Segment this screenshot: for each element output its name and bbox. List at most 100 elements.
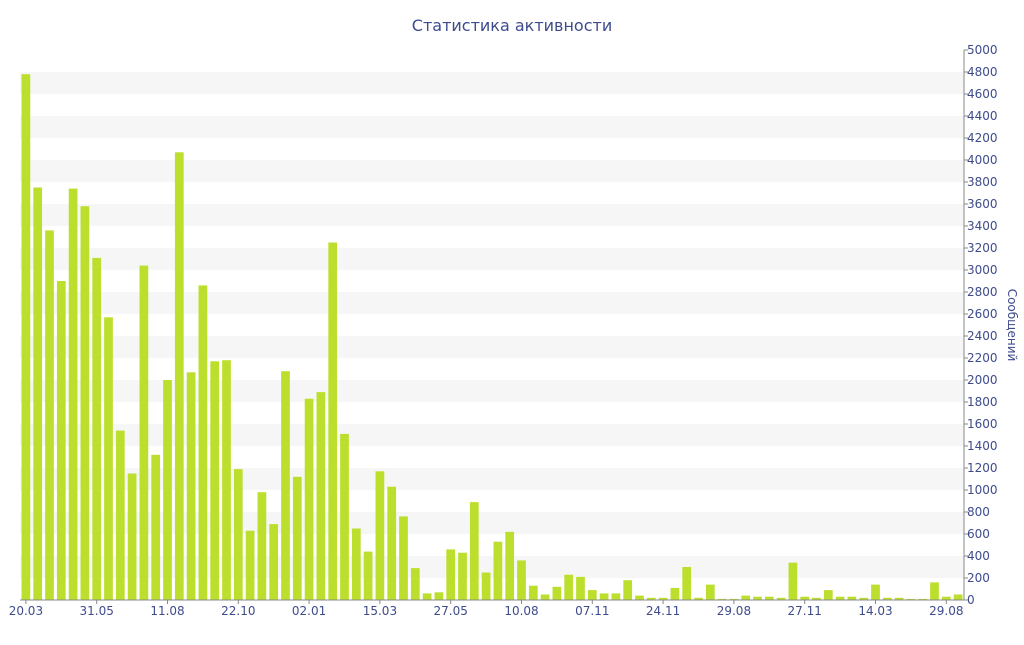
bar[interactable]: [599, 593, 609, 600]
bar[interactable]: [210, 361, 220, 600]
bar[interactable]: [92, 257, 102, 600]
bar[interactable]: [705, 584, 715, 600]
bar[interactable]: [56, 281, 66, 600]
x-tick-label: 29.08: [929, 604, 963, 618]
y-tick-label: 2800: [967, 285, 998, 299]
bar[interactable]: [918, 598, 928, 600]
bar[interactable]: [635, 595, 644, 600]
bar[interactable]: [198, 285, 208, 600]
bar[interactable]: [115, 430, 125, 600]
bar[interactable]: [186, 372, 196, 600]
bar[interactable]: [505, 531, 515, 600]
bar[interactable]: [292, 476, 302, 600]
bar[interactable]: [481, 572, 491, 601]
bar[interactable]: [174, 152, 184, 601]
bar[interactable]: [812, 597, 821, 600]
bar[interactable]: [139, 265, 149, 600]
bar[interactable]: [847, 596, 857, 600]
grid-band: [20, 292, 964, 314]
bar[interactable]: [222, 360, 231, 600]
bar[interactable]: [670, 587, 680, 600]
bar[interactable]: [410, 568, 420, 600]
y-axis: 0 200 400 600 800 1000 1200 1400 1600 1800 2000 220…: [963, 43, 998, 607]
bar[interactable]: [233, 469, 243, 600]
bar[interactable]: [823, 590, 833, 600]
bar[interactable]: [528, 585, 538, 600]
bar[interactable]: [753, 596, 762, 600]
bar[interactable]: [45, 230, 54, 600]
x-tick-label: 22.10: [221, 604, 255, 618]
bar[interactable]: [552, 586, 562, 600]
bar[interactable]: [894, 597, 904, 600]
bar[interactable]: [682, 567, 692, 600]
bar[interactable]: [694, 597, 703, 600]
bar[interactable]: [163, 380, 172, 600]
bar[interactable]: [340, 433, 349, 600]
bar[interactable]: [328, 242, 338, 601]
bar[interactable]: [517, 560, 526, 600]
bar[interactable]: [564, 574, 574, 600]
grid-bands: [20, 72, 964, 578]
y-tick-label: 2400: [967, 329, 998, 343]
bar[interactable]: [434, 592, 444, 600]
bar[interactable]: [21, 74, 31, 600]
bar[interactable]: [800, 596, 810, 600]
grid-band: [20, 512, 964, 534]
bar[interactable]: [469, 502, 479, 600]
bar[interactable]: [104, 317, 113, 600]
y-tick-label: 1600: [967, 417, 998, 431]
bar[interactable]: [623, 580, 633, 600]
bar[interactable]: [422, 593, 432, 600]
bar[interactable]: [351, 528, 361, 601]
bar[interactable]: [906, 598, 916, 600]
bar[interactable]: [304, 398, 314, 600]
grid-band: [20, 336, 964, 358]
bar[interactable]: [764, 596, 774, 600]
bar[interactable]: [741, 595, 751, 600]
bar[interactable]: [941, 596, 951, 600]
bar[interactable]: [776, 597, 786, 600]
bar[interactable]: [127, 473, 137, 601]
bar[interactable]: [151, 454, 161, 600]
bar[interactable]: [363, 551, 373, 600]
x-tick-label: 02.01: [292, 604, 326, 618]
bar[interactable]: [717, 598, 727, 600]
bar[interactable]: [729, 598, 739, 600]
y-tick-label: 1800: [967, 395, 998, 409]
bar[interactable]: [269, 524, 279, 600]
bar[interactable]: [245, 530, 255, 600]
bar[interactable]: [80, 206, 90, 600]
y-tick-label: 1000: [967, 483, 998, 497]
bar[interactable]: [611, 593, 621, 600]
bar[interactable]: [576, 576, 585, 600]
y-tick-label: 4600: [967, 87, 998, 101]
x-tick-label: 27.05: [434, 604, 468, 618]
bar[interactable]: [493, 541, 503, 600]
bar[interactable]: [871, 584, 880, 600]
bar[interactable]: [540, 594, 550, 601]
bar[interactable]: [646, 597, 656, 600]
bar[interactable]: [375, 471, 385, 600]
bar[interactable]: [587, 590, 597, 600]
bar[interactable]: [658, 597, 668, 600]
bar[interactable]: [953, 594, 963, 601]
bar[interactable]: [387, 486, 397, 600]
bar[interactable]: [68, 188, 78, 600]
y-tick-label: 2200: [967, 351, 998, 365]
y-tick-label: 1200: [967, 461, 998, 475]
bar[interactable]: [788, 562, 798, 600]
bar[interactable]: [257, 492, 267, 600]
bar[interactable]: [399, 516, 408, 600]
x-tick-label: 31.05: [80, 604, 114, 618]
bar[interactable]: [835, 596, 845, 600]
y-tick-label: 800: [967, 505, 990, 519]
bar[interactable]: [930, 582, 939, 600]
bar[interactable]: [859, 597, 869, 600]
bar[interactable]: [458, 552, 467, 600]
bar[interactable]: [446, 549, 456, 600]
bar[interactable]: [281, 371, 290, 600]
bar[interactable]: [316, 392, 326, 600]
bar[interactable]: [33, 187, 43, 601]
bar[interactable]: [882, 597, 892, 600]
